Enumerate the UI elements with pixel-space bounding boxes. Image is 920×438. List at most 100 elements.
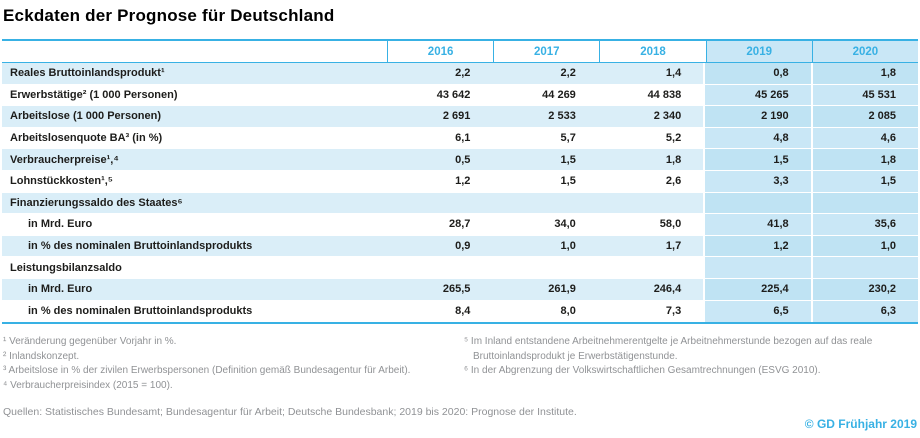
table-row: Arbeitslosenquote BA³ (in %) 6,1 5,7 5,2… <box>2 127 919 150</box>
table-row: Arbeitslose (1 000 Personen) 2 691 2 533… <box>2 106 919 128</box>
row-label: Leistungsbilanzsaldo <box>10 261 122 274</box>
value-cell: 8,4 <box>455 305 471 318</box>
footnote-1: ¹ Veränderung gegenüber Vorjahr in %. <box>3 336 177 348</box>
table-row: in Mrd. Euro 265,5 261,9 246,4 225,4 230… <box>2 278 919 301</box>
value-cell: 1,4 <box>597 63 704 84</box>
row-label: Arbeitslose (1 000 Personen) <box>2 106 387 127</box>
row-label: Reales Bruttoinlandsprodukt¹ <box>2 63 387 84</box>
footnote-4: ⁴ Verbraucherpreisindex (2015 = 100). <box>3 379 173 391</box>
forecast-table: 2016 2017 2018 2019 2020 Reales Bruttoin… <box>2 39 919 325</box>
value-cell: 2 085 <box>810 106 919 127</box>
footnotes: ¹ Veränderung gegenüber Vorjahr in %. ² … <box>2 335 918 393</box>
row-label: Erwerbstätige² (1 000 Personen) <box>10 88 178 101</box>
year-header-2016: 2016 <box>387 41 493 62</box>
value-cell: 6,3 <box>810 300 919 323</box>
footnotes-left-column: ¹ Veränderung gegenüber Vorjahr in %. ² … <box>2 335 464 393</box>
value-cell: 4,6 <box>810 127 919 149</box>
footnote-3: ³ Arbeitslose in % der zivilen Erwerbspe… <box>3 365 411 377</box>
value-cell: 2,2 <box>492 63 598 84</box>
table-row: Verbraucherpreise¹,⁴ 0,5 1,5 1,8 1,5 1,8 <box>2 149 919 171</box>
value-cell: 4,8 <box>703 127 811 149</box>
table-row: Erwerbstätige² (1 000 Personen) 43 642 4… <box>2 84 919 107</box>
value-cell: 34,0 <box>554 218 576 231</box>
year-header-2019: 2019 <box>705 41 812 62</box>
row-label: Finanzierungssaldo des Staates⁶ <box>2 192 387 214</box>
value-cell: 0,9 <box>387 235 493 257</box>
value-cell: 1,5 <box>492 149 598 170</box>
credit-label: © GD Frühjahr 2019 <box>804 417 917 431</box>
value-cell: 6,5 <box>703 300 811 323</box>
value-cell: 45 531 <box>810 84 919 106</box>
footnote-6: ⁶ In der Abgrenzung der Volkswirtschaftl… <box>464 365 821 377</box>
page-title: Eckdaten der Prognose für Deutschland <box>3 6 335 25</box>
value-cell: 1,8 <box>810 63 919 84</box>
row-label: in % des nominalen Bruttoinlandsprodukts <box>28 305 253 318</box>
year-header-2017: 2017 <box>493 41 599 62</box>
value-cell: 1,5 <box>810 170 919 192</box>
table-header-row: 2016 2017 2018 2019 2020 <box>2 41 919 63</box>
value-cell: 2,6 <box>665 175 682 188</box>
table-row: in % des nominalen Bruttoinlandsprodukts… <box>2 235 919 258</box>
value-cell <box>703 192 811 214</box>
table-row: in Mrd. Euro 28,7 34,0 58,0 41,8 35,6 <box>2 214 919 236</box>
value-cell: 35,6 <box>810 214 919 235</box>
value-cell: 1,7 <box>597 235 704 257</box>
value-cell: 246,4 <box>597 278 704 300</box>
value-cell: 2 691 <box>387 106 493 127</box>
value-cell: 2 533 <box>492 106 598 127</box>
value-cell <box>810 192 919 214</box>
table-row: Reales Bruttoinlandsprodukt¹ 2,2 2,2 1,4… <box>2 63 919 85</box>
value-cell <box>810 257 919 278</box>
value-cell: 58,0 <box>659 218 682 231</box>
table-section-row: Leistungsbilanzsaldo <box>2 257 919 279</box>
value-cell: 1,0 <box>810 235 919 257</box>
value-cell: 1,2 <box>703 235 811 257</box>
value-cell: 5,2 <box>665 132 682 145</box>
value-cell <box>492 192 598 214</box>
value-cell <box>387 257 492 278</box>
value-cell: 2,2 <box>387 63 493 84</box>
value-cell: 0,8 <box>703 63 811 84</box>
value-cell: 1,8 <box>810 149 919 170</box>
footnote-2: ² Inlandskonzept. <box>3 350 80 362</box>
row-label: in Mrd. Euro <box>2 278 387 300</box>
value-cell <box>492 257 597 278</box>
value-cell: 2 190 <box>703 106 811 127</box>
value-cell: 1,2 <box>455 175 471 188</box>
value-cell: 5,7 <box>560 132 576 145</box>
row-label: Lohnstückkosten¹,⁵ <box>10 175 113 188</box>
row-label: in Mrd. Euro <box>28 218 93 231</box>
value-cell: 3,3 <box>703 170 811 192</box>
footnote-5: ⁵ Im Inland entstandene Arbeitnehmerentg… <box>464 336 873 362</box>
row-label: Verbraucherpreise¹,⁴ <box>2 149 387 170</box>
header-empty-cell <box>2 41 387 62</box>
value-cell <box>703 257 811 278</box>
value-cell: 1,0 <box>492 235 598 257</box>
value-cell <box>598 257 703 278</box>
value-cell: 265,5 <box>387 278 493 300</box>
row-label: in % des nominalen Bruttoinlandsprodukts <box>2 235 387 257</box>
value-cell: 6,1 <box>455 132 471 145</box>
year-header-2020: 2020 <box>811 41 919 62</box>
value-cell: 1,8 <box>597 149 704 170</box>
table-row: in % des nominalen Bruttoinlandsprodukts… <box>2 300 919 323</box>
value-cell: 43 642 <box>436 88 471 101</box>
value-cell: 225,4 <box>703 278 811 300</box>
value-cell: 45 265 <box>703 84 811 106</box>
footnotes-right-column: ⁵ Im Inland entstandene Arbeitnehmerentg… <box>464 335 918 393</box>
value-cell: 261,9 <box>492 278 598 300</box>
value-cell: 44 838 <box>647 88 682 101</box>
value-cell: 1,5 <box>703 149 811 170</box>
table-row: Lohnstückkosten¹,⁵ 1,2 1,5 2,6 3,3 1,5 <box>2 170 919 193</box>
value-cell: 41,8 <box>703 214 811 235</box>
sources-line: Quellen: Statistisches Bundesamt; Bundes… <box>3 406 577 419</box>
value-cell <box>597 192 704 214</box>
value-cell: 7,3 <box>665 305 682 318</box>
value-cell: 2 340 <box>597 106 704 127</box>
value-cell: 44 269 <box>542 88 576 101</box>
value-cell: 8,0 <box>560 305 576 318</box>
table-section-row: Finanzierungssaldo des Staates⁶ <box>2 192 919 215</box>
row-label: Arbeitslosenquote BA³ (in %) <box>10 132 163 145</box>
value-cell: 28,7 <box>448 218 471 231</box>
